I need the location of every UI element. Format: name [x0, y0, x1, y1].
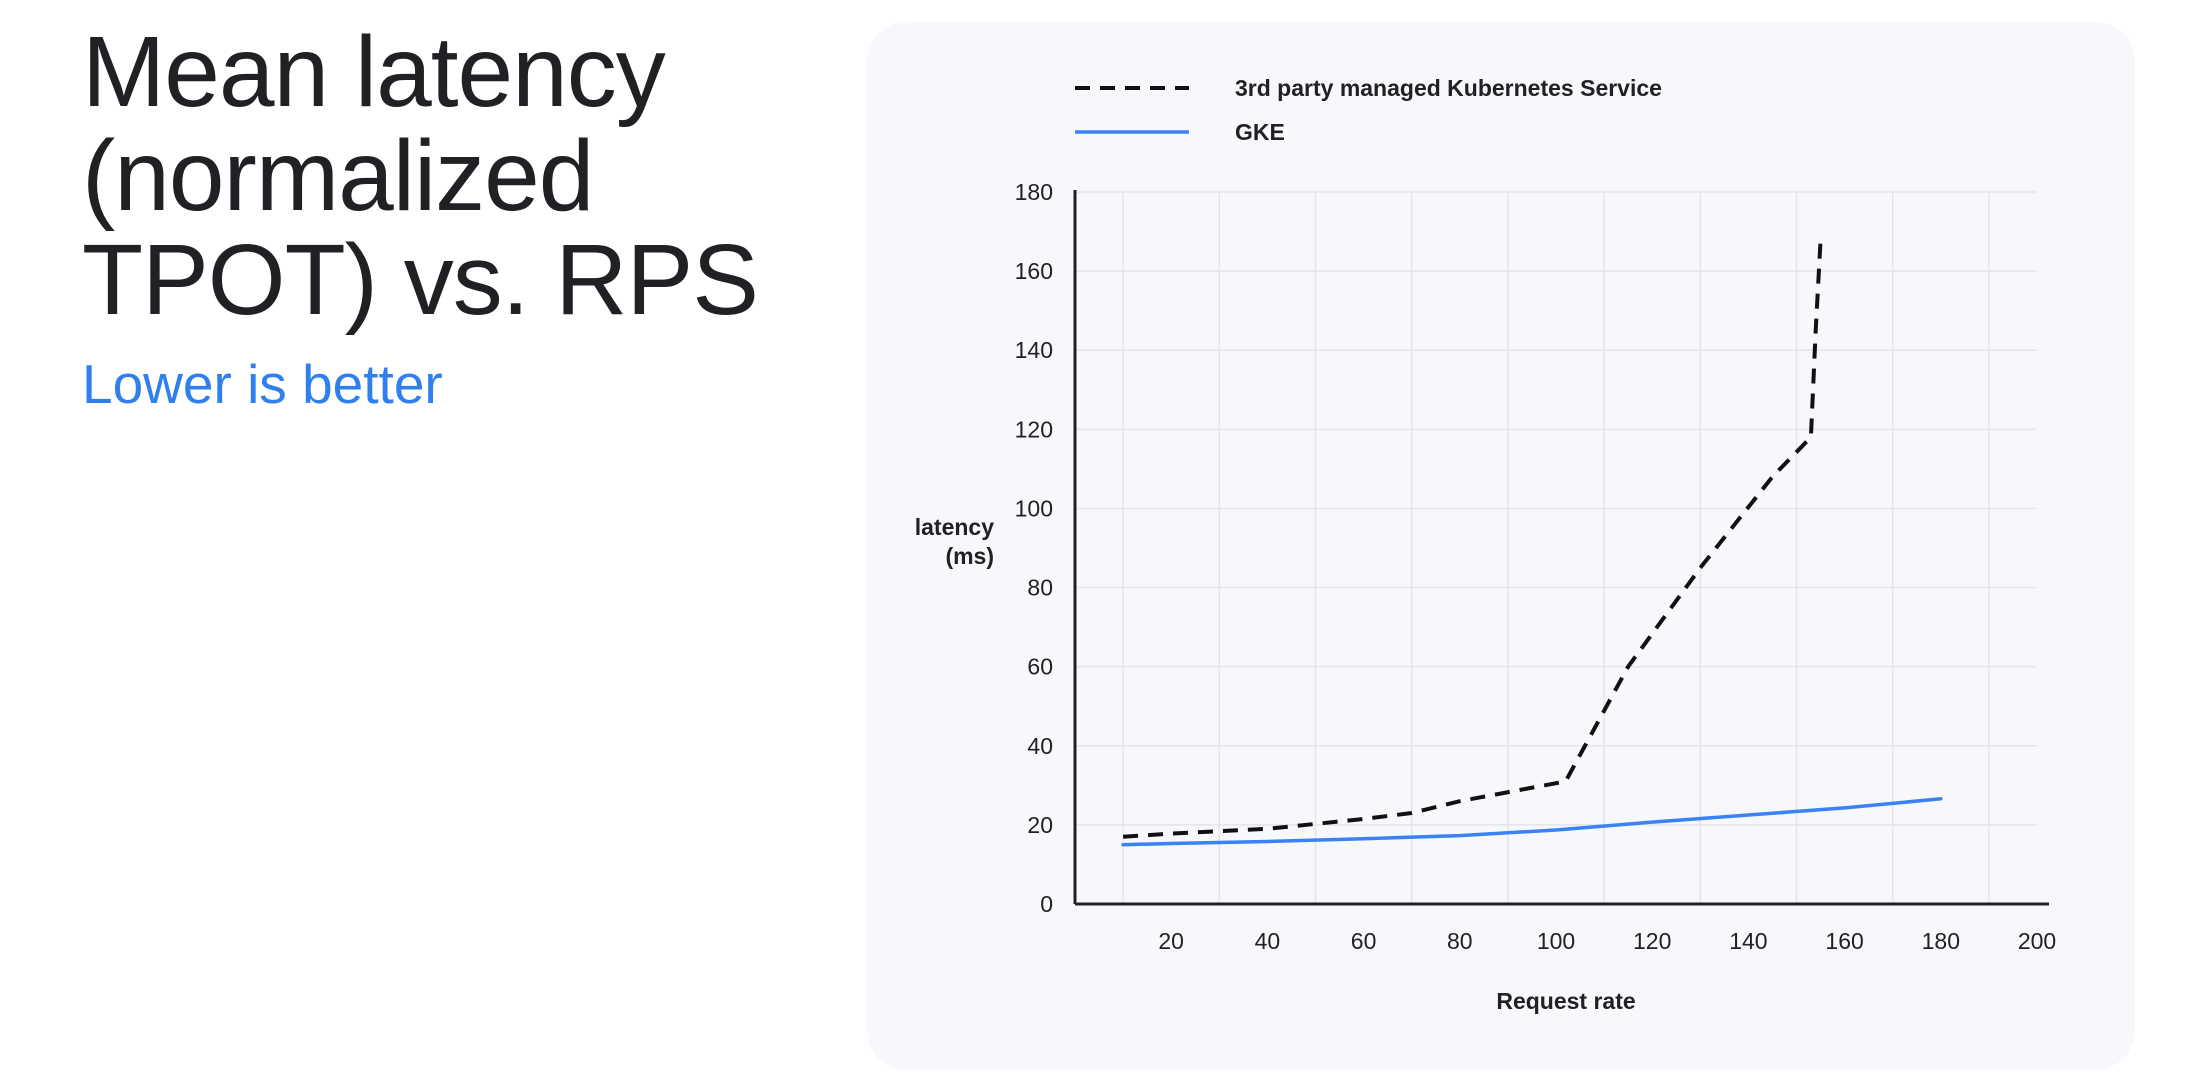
chart-card: 0 20 40 60 80 100 120 140 160 180 20 40 60 80 100 120 14…: [867, 22, 2135, 1070]
y-tick-label: 120: [1015, 416, 1053, 442]
y-axis-title: latency: [915, 514, 994, 540]
tick-labels: 0 20 40 60 80 100 120 140 160 180 20 40 60 80 100 120 14…: [1015, 179, 2057, 954]
y-tick-label: 80: [1027, 575, 1053, 601]
x-tick-label: 20: [1158, 928, 1184, 954]
series-line-gke: [1121, 797, 1943, 847]
grid: [1075, 191, 2037, 904]
x-tick-label: 200: [2018, 928, 2056, 954]
x-axis-title: Request rate: [1496, 988, 1635, 1014]
x-tick-label: 60: [1351, 928, 1377, 954]
x-tick-label: 100: [1537, 928, 1575, 954]
y-tick-label: 140: [1015, 337, 1053, 363]
legend: 3rd party managed Kubernetes Service GKE: [1075, 75, 1662, 145]
y-tick-label: 20: [1027, 812, 1053, 838]
y-tick-label: 0: [1040, 891, 1053, 917]
y-tick-label: 60: [1027, 654, 1053, 680]
y-tick-label: 160: [1015, 258, 1053, 284]
axes: [1073, 190, 2049, 906]
y-tick-label: 180: [1015, 179, 1053, 205]
x-tick-label: 40: [1255, 928, 1281, 954]
series: [1121, 239, 1943, 847]
y-axis-title: (ms): [945, 543, 994, 569]
slide-subtitle: Lower is better: [82, 353, 443, 415]
legend-label-third-party: 3rd party managed Kubernetes Service: [1235, 75, 1662, 101]
y-tick-label: 40: [1027, 733, 1053, 759]
x-tick-label: 140: [1729, 928, 1767, 954]
x-tick-label: 120: [1633, 928, 1671, 954]
slide-title: Mean latency (normalized TPOT) vs. RPS: [82, 16, 759, 336]
legend-label-gke: GKE: [1235, 119, 1285, 145]
x-tick-label: 80: [1447, 928, 1473, 954]
x-tick-label: 160: [1825, 928, 1863, 954]
x-tick-label: 180: [1922, 928, 1960, 954]
y-tick-label: 100: [1015, 495, 1053, 521]
series-line-third-party: [1122, 239, 1823, 839]
axis-titles: latency (ms) Request rate: [915, 514, 1636, 1014]
latency-chart: 0 20 40 60 80 100 120 140 160 180 20 40 60 80 100 120 14…: [915, 75, 2057, 1014]
